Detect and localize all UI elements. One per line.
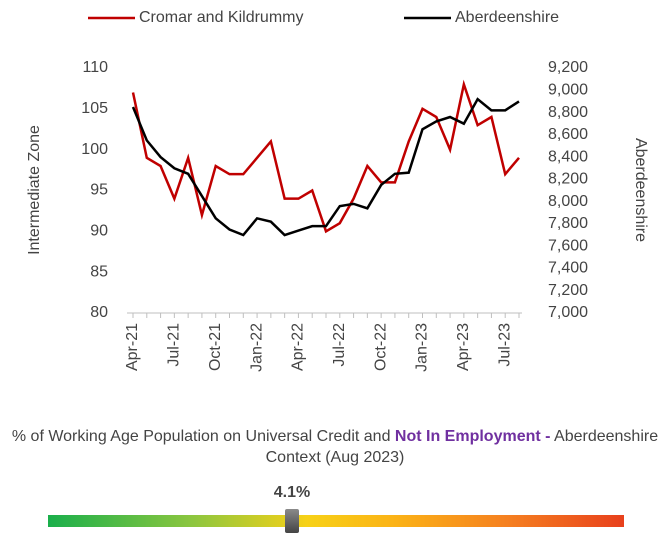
y2-tick-label: 8,400	[548, 148, 588, 165]
legend-label: Aberdeenshire	[455, 9, 559, 26]
y2-tick-label: 7,800	[548, 215, 588, 232]
y2-tick-label: 7,000	[548, 304, 588, 321]
x-tick-label: Apr-21	[124, 323, 141, 371]
x-tick-label: Oct-21	[207, 323, 224, 371]
x-tick-label: Jan-23	[414, 323, 431, 372]
title-text: Aberdeenshire Context (Aug 2023)	[265, 428, 659, 466]
x-tick-label: Apr-23	[455, 323, 472, 371]
context-title: % of Working Age Population on Universal…	[0, 426, 670, 468]
gauge-bar	[48, 515, 624, 527]
y2-tick-label: 7,600	[548, 237, 588, 254]
y2-tick-label: 9,000	[548, 81, 588, 98]
title-bold: Not In Employment -	[394, 428, 551, 445]
x-tick-label: Jan-22	[248, 323, 265, 372]
y2-tick-label: 8,600	[548, 126, 588, 143]
y2-tick-label: 9,200	[548, 59, 588, 76]
chart: 80 85 90 95 100 105 110 7,000 7,200 7,400 7,600 7,8…	[26, 9, 649, 372]
series-line	[131, 97, 520, 237]
y-tick-label: 100	[81, 141, 108, 158]
title-text: % of Working Age Population on Universal…	[11, 428, 395, 445]
y-tick-label: 90	[90, 223, 108, 240]
y-tick-label: 85	[90, 263, 108, 280]
y-tick-label: 80	[90, 304, 108, 321]
y-tick-label: 110	[82, 59, 108, 76]
gauge-marker	[285, 509, 299, 533]
y-axis-title: Intermediate Zone	[26, 125, 43, 255]
x-tick-label: Apr-22	[290, 323, 307, 371]
x-tick-label: Jul-21	[166, 323, 183, 367]
y2-tick-label: 8,800	[548, 104, 588, 121]
y-tick-label: 105	[81, 100, 108, 117]
y2-tick-label: 7,200	[548, 282, 588, 299]
series-line	[131, 79, 520, 234]
y-tick-label: 95	[90, 182, 108, 199]
legend-label: Cromar and Kildrummy	[139, 9, 303, 26]
y2-tick-label: 8,000	[548, 193, 588, 210]
gauge-label: 4.1%	[273, 484, 311, 501]
y2-axis-title: Aberdeenshire	[632, 138, 649, 242]
y2-tick-label: 8,200	[548, 171, 588, 188]
x-tick-label: Oct-22	[372, 323, 389, 371]
x-tick-label: Jul-22	[331, 323, 348, 367]
x-tick-label: Jul-23	[496, 323, 513, 367]
y2-tick-label: 7,400	[548, 260, 588, 277]
